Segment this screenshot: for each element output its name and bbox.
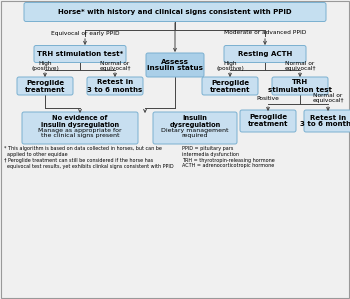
Text: Retest in
3 to 6 months: Retest in 3 to 6 months [300,115,350,127]
Text: Equivocal or early PPID: Equivocal or early PPID [51,30,119,36]
Text: Assess
insulin status: Assess insulin status [147,59,203,71]
Text: TRH
stimulation test: TRH stimulation test [268,80,332,92]
Text: High
(positive): High (positive) [216,61,244,71]
Text: Manage as appropriate for
the clinical signs present: Manage as appropriate for the clinical s… [38,128,122,138]
Text: Retest in
3 to 6 months: Retest in 3 to 6 months [88,80,143,92]
FancyBboxPatch shape [22,112,138,144]
Text: Normal or
equivocal†: Normal or equivocal† [312,93,344,103]
Text: Peroglide
treatment: Peroglide treatment [210,80,250,92]
FancyBboxPatch shape [146,53,204,77]
Text: No evidence of
insulin dysregulation: No evidence of insulin dysregulation [41,115,119,127]
Text: High
(positive): High (positive) [31,61,59,71]
FancyBboxPatch shape [153,112,237,144]
Text: Normal or
equivocal†: Normal or equivocal† [99,61,131,71]
Text: Peroglide
treatment: Peroglide treatment [25,80,65,92]
Text: Peroglide
treatment: Peroglide treatment [248,115,288,127]
Text: Positive: Positive [257,97,279,101]
Text: Normal or
equivocal†: Normal or equivocal† [284,61,316,71]
Text: † Peroglide treatment can still be considered if the horse has
  equivocal test : † Peroglide treatment can still be consi… [4,158,174,169]
FancyBboxPatch shape [224,45,306,62]
FancyBboxPatch shape [272,77,328,95]
FancyBboxPatch shape [34,45,126,62]
Text: * This algorithm is based on data collected in horses, but can be
  applied to o: * This algorithm is based on data collec… [4,146,162,157]
Text: Resting ACTH: Resting ACTH [238,51,292,57]
Text: Dietary management
required: Dietary management required [161,128,229,138]
Text: PPID = pituitary pars
intermedia dysfunction
TRH = thyrotropin-releasing hormone: PPID = pituitary pars intermedia dysfunc… [182,146,275,168]
FancyBboxPatch shape [87,77,143,95]
FancyBboxPatch shape [240,110,296,132]
FancyBboxPatch shape [17,77,73,95]
FancyBboxPatch shape [24,2,326,22]
Text: Moderate or advanced PPID: Moderate or advanced PPID [224,30,306,36]
FancyBboxPatch shape [202,77,258,95]
Text: Insulin
dysregulation: Insulin dysregulation [169,115,220,127]
Text: Horse* with history and clinical signs consistent with PPID: Horse* with history and clinical signs c… [58,9,292,15]
Text: TRH stimulation test*: TRH stimulation test* [37,51,123,57]
FancyBboxPatch shape [304,110,350,132]
